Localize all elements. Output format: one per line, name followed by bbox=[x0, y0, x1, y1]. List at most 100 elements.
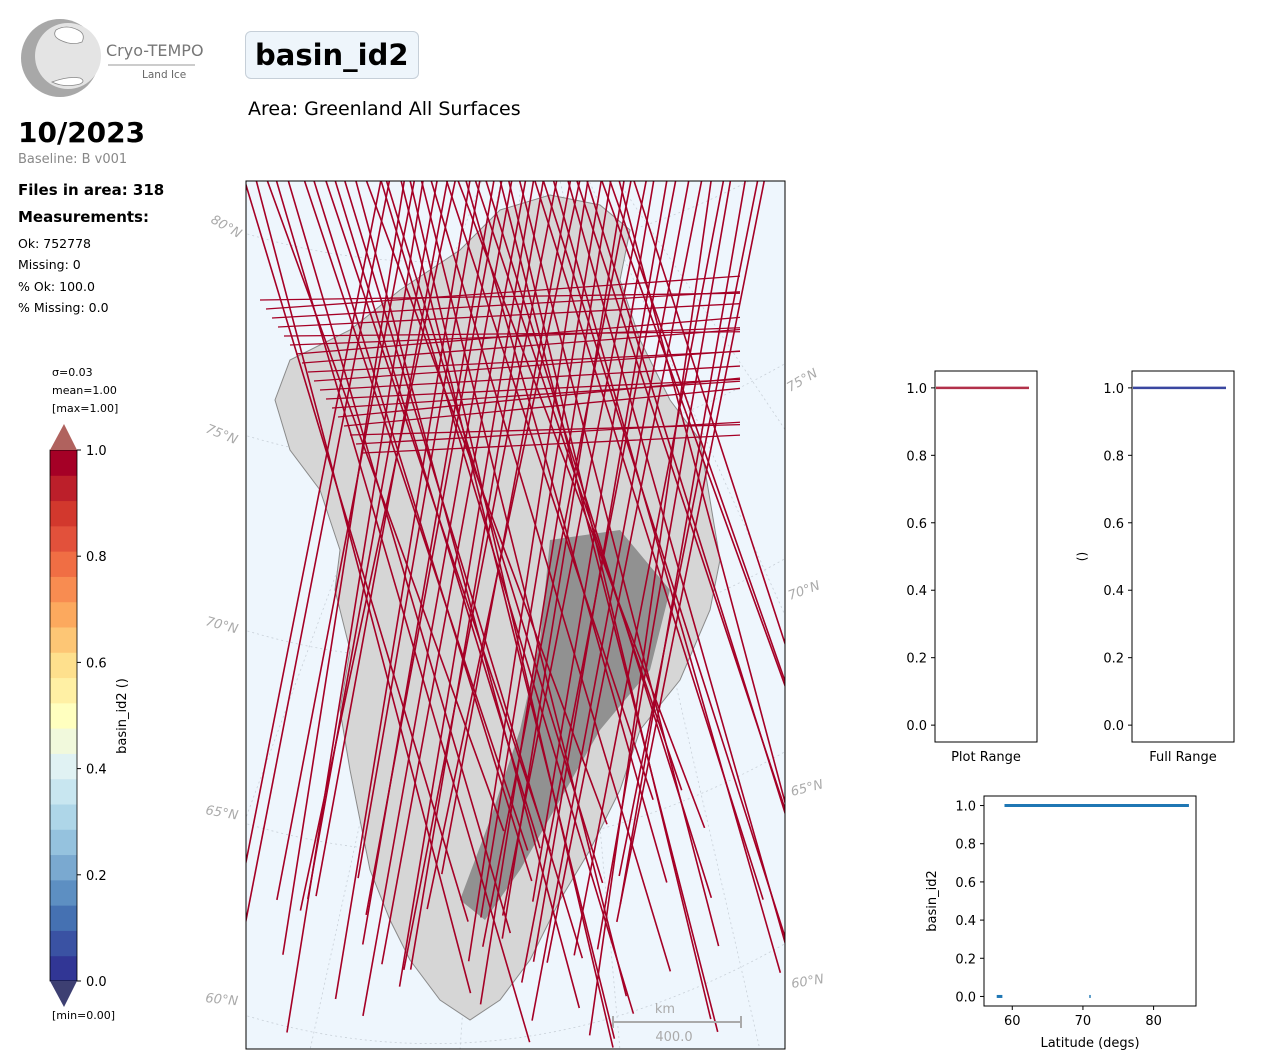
colorbar-tick-label: 0.2 bbox=[86, 869, 107, 884]
y-tick-label: 1.0 bbox=[906, 382, 927, 397]
x-tick-label: 70 bbox=[1075, 1014, 1092, 1029]
scale-bar: km 400.0 bbox=[612, 1002, 742, 1045]
colorbar-cell bbox=[50, 804, 77, 830]
logo-ice-shape-lower bbox=[51, 77, 84, 86]
colorbar-cell bbox=[50, 652, 77, 679]
graticule-lon bbox=[617, 181, 785, 431]
area-label: Area: Greenland All Surfaces bbox=[248, 98, 521, 120]
latitude-scatter-ylabel: basin_id2 bbox=[925, 870, 940, 931]
track-line bbox=[343, 387, 741, 427]
track-line bbox=[480, 181, 602, 918]
files-count: Files in area: 318 bbox=[18, 181, 165, 199]
measurements-missing: Missing: 0 bbox=[18, 257, 81, 272]
full-range-panel-xlabel: Full Range bbox=[1149, 750, 1217, 765]
track-line bbox=[441, 181, 572, 875]
track-line bbox=[246, 181, 382, 867]
measurements-pct-ok: % Ok: 100.0 bbox=[18, 279, 95, 294]
graticule-lat bbox=[246, 943, 785, 1045]
colorbar-min: [min=0.00] bbox=[52, 1009, 116, 1022]
variable-title: basin_id2 bbox=[245, 31, 419, 79]
track-line bbox=[457, 181, 706, 829]
greenland-ice-interior bbox=[460, 530, 670, 920]
track-line bbox=[355, 421, 741, 445]
track-line bbox=[307, 181, 438, 900]
colorbar-tick-label: 0.4 bbox=[86, 763, 107, 778]
track-line bbox=[337, 377, 741, 418]
track-line bbox=[586, 181, 785, 816]
track-line bbox=[303, 181, 529, 851]
colorbar-cell bbox=[50, 905, 77, 931]
lat-label-70-left: 70°N bbox=[204, 614, 240, 637]
track-line bbox=[618, 181, 759, 877]
colorbar-label: basin_id2 () bbox=[115, 678, 130, 754]
latitude-scatter-frame bbox=[983, 795, 1197, 1007]
lat-label-65-right: 65°N bbox=[789, 777, 825, 800]
track-line bbox=[361, 434, 741, 454]
full-range-panel-frame bbox=[1131, 370, 1235, 743]
lat-label-70-right: 70°N bbox=[786, 578, 822, 603]
colorbar-cell bbox=[50, 601, 77, 628]
track-line bbox=[409, 181, 545, 970]
baseline-text: Baseline: B v001 bbox=[18, 152, 128, 167]
track-line bbox=[331, 380, 741, 409]
y-tick-label: 0.4 bbox=[906, 584, 927, 599]
colorbar-cell bbox=[50, 728, 77, 754]
measurements-heading: Measurements: bbox=[18, 208, 149, 226]
colorbar-max-arrow bbox=[50, 424, 77, 450]
colorbar-cell bbox=[50, 576, 77, 603]
map-frame bbox=[245, 180, 786, 1050]
track-line bbox=[381, 181, 527, 965]
colorbar-sigma: σ=0.03 bbox=[52, 366, 93, 379]
lat-label-60-right: 60°N bbox=[790, 972, 825, 992]
colorbar: 1.0 0.8 0.6 0.4 0.2 0.0 basin_id2 () bbox=[49, 424, 130, 1007]
track-line bbox=[266, 181, 505, 832]
y-tick-label: 1.0 bbox=[955, 800, 976, 815]
colorbar-cell bbox=[50, 778, 77, 805]
colorbar-cell bbox=[50, 879, 77, 906]
colorbar-cell bbox=[50, 702, 77, 729]
track-line bbox=[609, 181, 785, 684]
colorbar-min-arrow bbox=[50, 981, 77, 1007]
colorbar-cell bbox=[50, 450, 77, 476]
track-line bbox=[246, 181, 391, 925]
track-line bbox=[313, 350, 741, 382]
track-line bbox=[601, 181, 785, 688]
colorbar-cell bbox=[50, 475, 77, 502]
track-line bbox=[445, 181, 654, 800]
colorbar-cell bbox=[50, 677, 77, 704]
track-line bbox=[313, 181, 533, 882]
track-line bbox=[531, 181, 655, 902]
colorbar-tick-label: 1.0 bbox=[86, 444, 107, 459]
lat-label-60-left: 60°N bbox=[205, 991, 239, 1009]
track-line bbox=[319, 365, 741, 391]
colorbar-max: [max=1.00] bbox=[52, 402, 119, 415]
colorbar-cell bbox=[50, 551, 77, 577]
track-line bbox=[259, 292, 741, 301]
track-line bbox=[301, 328, 741, 364]
lat-label-80-left: 80°N bbox=[208, 212, 244, 242]
greenland-track-map: 80°N 75°N 70°N 65°N 60°N 75°N 70°N 65°N … bbox=[204, 180, 825, 1050]
track-line bbox=[573, 181, 725, 956]
y-tick-label: 0.0 bbox=[955, 990, 976, 1005]
track-line bbox=[325, 378, 741, 400]
y-tick-label: 0.6 bbox=[906, 517, 927, 532]
track-line bbox=[315, 181, 449, 897]
cryo-tempo-logo: Cryo-TEMPO Land Ice bbox=[21, 19, 204, 97]
colorbar-mean: mean=1.00 bbox=[52, 384, 117, 397]
y-tick-label: 0.0 bbox=[906, 719, 927, 734]
graticule-lon bbox=[541, 181, 621, 1049]
colorbar-cell bbox=[50, 500, 77, 527]
y-tick-label: 0.6 bbox=[955, 876, 976, 891]
track-line bbox=[531, 181, 690, 1021]
track-line bbox=[265, 275, 741, 310]
measurements-pct-missing: % Missing: 0.0 bbox=[18, 300, 109, 315]
lat-label-75-right: 75°N bbox=[785, 366, 821, 396]
logo-globe bbox=[35, 23, 101, 89]
track-line bbox=[276, 181, 416, 901]
y-tick-label: 0.4 bbox=[1103, 584, 1124, 599]
track-line bbox=[277, 303, 741, 328]
track-line bbox=[400, 181, 616, 1039]
measurements-ok: Ok: 752778 bbox=[18, 236, 91, 251]
logo-ice-shape bbox=[54, 26, 84, 44]
y-tick-label: 0.4 bbox=[955, 914, 976, 929]
